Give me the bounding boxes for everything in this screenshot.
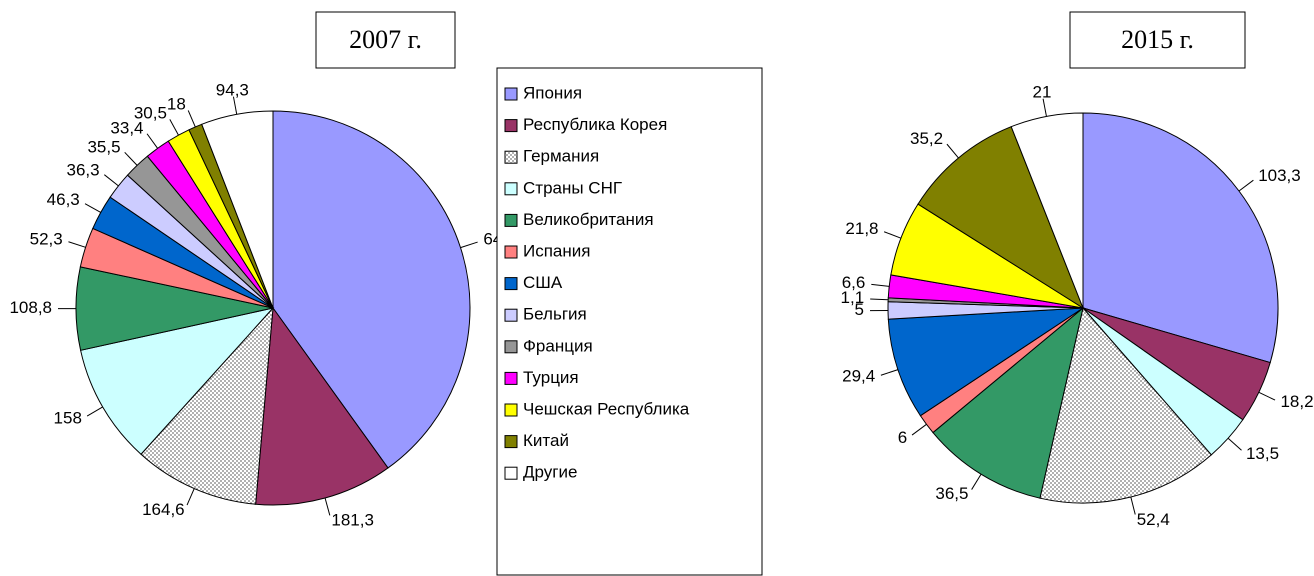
leader-line: [946, 143, 959, 159]
data-label: 46,3: [47, 190, 80, 209]
leader-line: [883, 231, 902, 239]
title-box: [1069, 11, 1246, 69]
data-label: 18: [167, 94, 186, 113]
pie-slice: [917, 126, 1085, 310]
leader-line: [104, 174, 119, 187]
chart-title: 2015 г.: [1121, 25, 1194, 54]
leader-line: [870, 298, 889, 301]
legend-swatch: [504, 182, 518, 196]
legend-label: Великобритания: [523, 210, 654, 229]
leader-line: [971, 473, 982, 490]
leader-line: [232, 96, 238, 115]
data-label: 35,2: [910, 129, 943, 148]
leader-line: [324, 497, 331, 516]
pie-slice: [255, 306, 389, 506]
legend-swatch: [504, 87, 518, 101]
leader-line: [146, 133, 158, 149]
leader-line: [1042, 98, 1047, 117]
data-label: 33,4: [110, 118, 143, 137]
legend-swatch: [504, 213, 518, 227]
data-label: 6,6: [842, 273, 866, 292]
data-label: 21,8: [845, 219, 878, 238]
data-label: 35,5: [87, 137, 120, 156]
leader-line: [1227, 437, 1242, 451]
legend-label: США: [523, 273, 563, 292]
legend-swatch: [504, 150, 518, 164]
legend-swatch: [504, 245, 518, 259]
leader-line: [186, 488, 195, 506]
data-label: 52,3: [30, 229, 63, 248]
leader-line: [460, 241, 478, 249]
legend-swatch: [504, 403, 518, 417]
leader-line: [1130, 496, 1136, 515]
legend-swatch: [504, 340, 518, 354]
legend-label: Страны СНГ: [523, 178, 622, 197]
leader-line: [187, 110, 196, 128]
data-label: 164,6: [142, 500, 185, 519]
legend-swatch: [504, 435, 518, 449]
data-label: 103,3: [1258, 166, 1301, 185]
leader-line: [68, 241, 86, 248]
data-label: 5: [855, 300, 864, 319]
pie-slice: [932, 306, 1084, 499]
title-box: [315, 11, 456, 69]
legend-label: Республика Корея: [523, 115, 667, 134]
legend-label: Китай: [523, 431, 569, 450]
legend-label: Япония: [523, 83, 582, 102]
leader-line: [84, 203, 101, 213]
leader-line: [169, 119, 179, 136]
legend-box: [496, 67, 763, 576]
data-label: 181,3: [331, 511, 374, 530]
legend-label: Германия: [523, 147, 599, 166]
data-label: 21: [1033, 82, 1052, 101]
leader-line: [1238, 179, 1254, 192]
data-label: 36,5: [935, 484, 968, 503]
pie-slice: [140, 306, 274, 505]
legend-label: Турция: [523, 368, 579, 387]
data-label: 158: [54, 409, 82, 428]
pie-slice: [1010, 112, 1084, 309]
chart-title: 2007 г.: [349, 25, 422, 54]
legend-swatch: [504, 119, 518, 133]
data-label: 108,8: [9, 298, 52, 317]
data-label: 6: [898, 428, 907, 447]
legend-label: Франция: [523, 336, 593, 355]
data-label: 36,3: [67, 160, 100, 179]
pie-slice: [80, 307, 275, 455]
pie-slice: [887, 307, 1085, 417]
data-label: 52,4: [1137, 510, 1170, 529]
data-label: 13,5: [1246, 444, 1279, 463]
data-label: 18,2: [1280, 392, 1313, 411]
leader-line: [124, 151, 138, 166]
pie-slice: [201, 110, 274, 309]
data-label: 94,3: [216, 80, 249, 99]
legend-swatch: [504, 371, 518, 385]
data-label: 1,1: [841, 288, 865, 307]
leader-line: [871, 283, 890, 287]
legend-swatch: [504, 466, 518, 480]
leader-line: [1258, 391, 1276, 401]
data-label: 29,4: [842, 367, 875, 386]
legend-swatch: [504, 308, 518, 322]
legend-label: Чешская Республика: [523, 399, 690, 418]
leader-line: [86, 406, 103, 417]
legend-label: Другие: [523, 463, 577, 482]
pie-slice: [272, 110, 471, 469]
leader-line: [880, 369, 899, 376]
data-label: 30,5: [134, 104, 167, 123]
legend-label: Испания: [523, 241, 590, 260]
legend-label: Бельгия: [523, 305, 587, 324]
leader-line: [911, 423, 927, 436]
legend-swatch: [504, 277, 518, 291]
